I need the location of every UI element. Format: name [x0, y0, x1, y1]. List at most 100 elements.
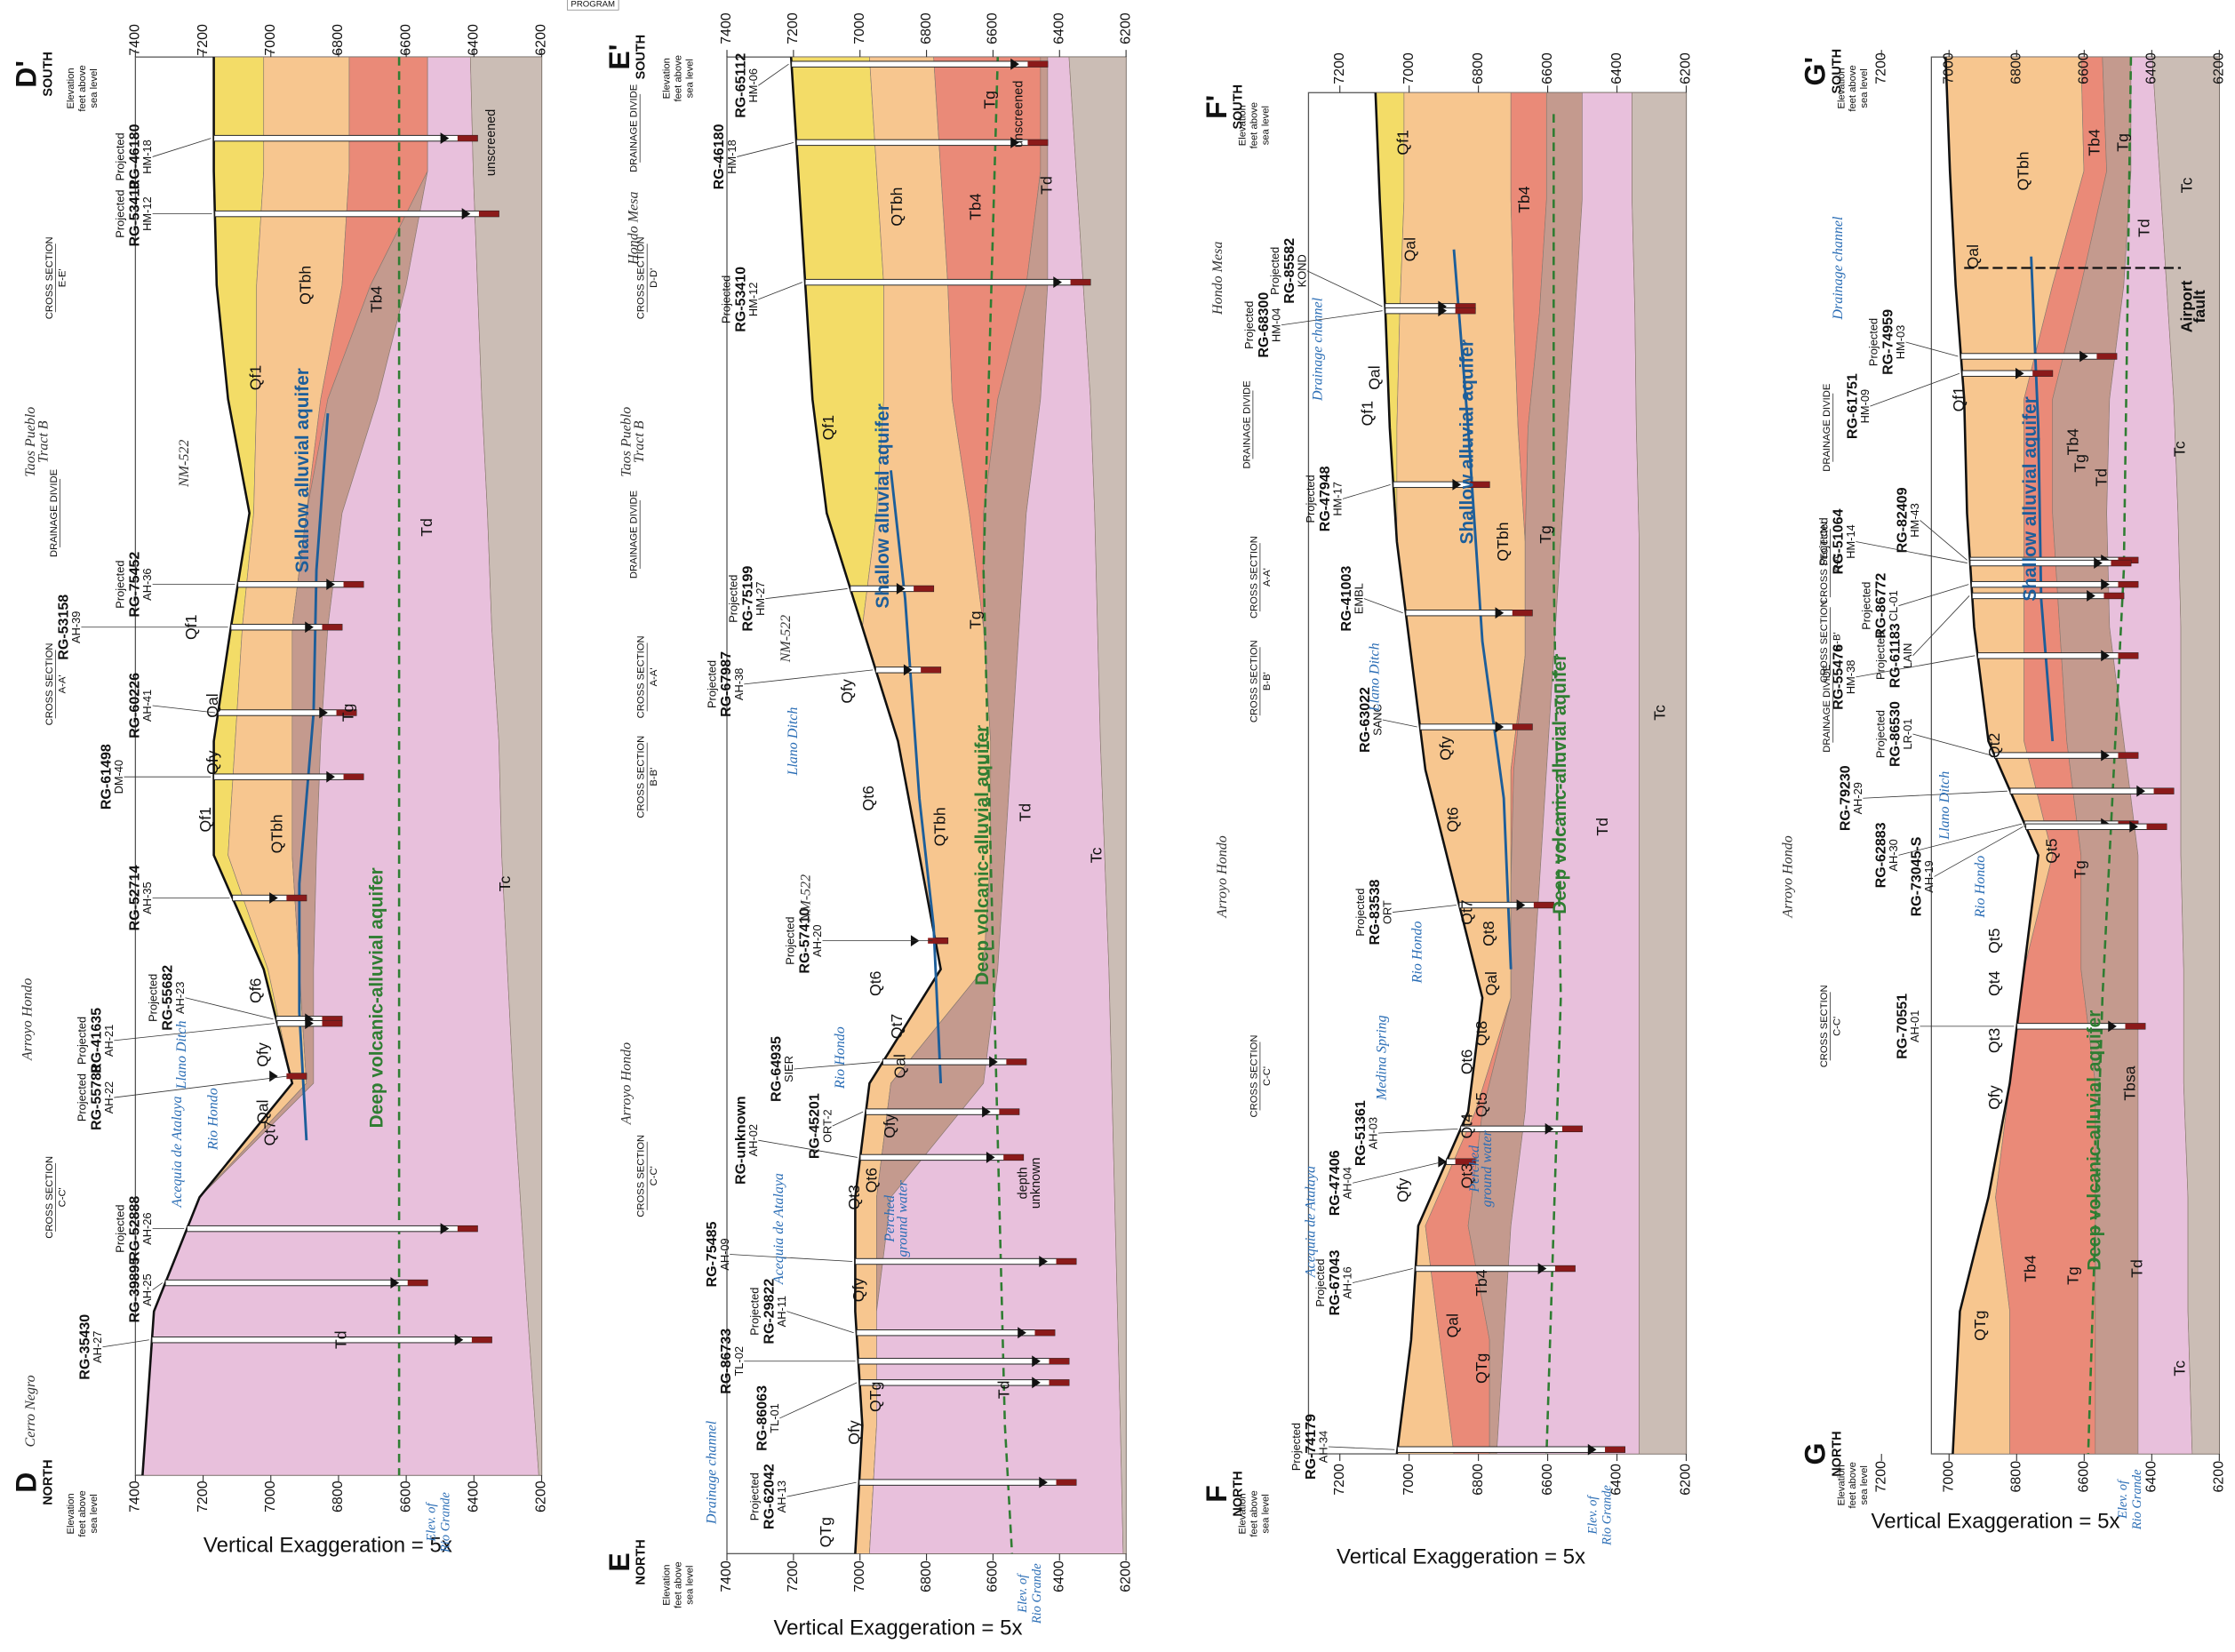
unit-label: Td [1593, 818, 1611, 836]
annotation: Rio Hondo [833, 1026, 848, 1089]
well-screen [1513, 724, 1532, 730]
tick-label: 7200 [1331, 1464, 1347, 1496]
tick-label: 6800 [330, 24, 346, 56]
tick-label: 6400 [2143, 1461, 2159, 1493]
well-screen [1003, 1154, 1023, 1160]
annotation: C-C' [649, 1166, 659, 1185]
annotation: CROSS SECTION [636, 736, 647, 818]
well-code: AH-04 [1341, 1167, 1354, 1199]
annotation: Cerro Negro [23, 1375, 38, 1447]
axis-title: sea level [684, 59, 695, 98]
unit-label: Qal [1365, 365, 1383, 389]
section-letter: G' [1800, 57, 1832, 86]
annotation: Acequia de Atalaya [170, 1096, 185, 1208]
well-code: AH-09 [718, 1238, 731, 1270]
unit-label: Tb4 [2085, 129, 2103, 156]
well-code: AH-35 [140, 882, 154, 914]
unit-label: Qf1 [1358, 401, 1376, 426]
annotation: B-B' [1832, 632, 1842, 650]
well-code: AH-22 [102, 1081, 116, 1113]
tick-label: 6200 [1678, 52, 1694, 84]
unit-label: Tg [1537, 525, 1554, 544]
annotation: Tract B [36, 420, 51, 463]
well-code: TL-02 [732, 1346, 746, 1377]
well-screen [1605, 1447, 1624, 1452]
annotation: unscreened [484, 109, 499, 176]
well-casing [165, 1280, 427, 1285]
unit-label: Tb4 [368, 285, 386, 313]
tick-label: 6200 [2211, 52, 2227, 84]
annotation: CROSS SECTION [44, 642, 55, 725]
well-code: AH-19 [1922, 860, 1936, 892]
annotation: Hondo Mesa [1210, 242, 1225, 315]
unit-label: Qfy [881, 1113, 898, 1138]
well-code: AH-11 [775, 1296, 788, 1327]
well-screen [322, 625, 341, 630]
well-screen [1513, 611, 1532, 616]
axis-title: sea level [1859, 1465, 1870, 1504]
annotation: Llano Ditch [786, 707, 801, 777]
tick-label: 6400 [2143, 52, 2159, 84]
section-direction: SOUTH [41, 52, 55, 96]
tick-label: 6200 [1678, 1464, 1694, 1496]
well-screen [2125, 1024, 2144, 1029]
unit-label: Qt6 [1444, 807, 1462, 833]
unit-label: Qfy [838, 679, 856, 704]
unit-label: Tg [2071, 454, 2088, 473]
tick-label: 6600 [397, 1480, 413, 1512]
annotation: Deep volcanic-alluvial aquifer [2084, 1010, 2104, 1271]
unit-label: Qt7 [1458, 899, 1476, 924]
tick-label: 6600 [985, 12, 1001, 44]
well-screen [408, 1280, 427, 1285]
well-casing [2010, 788, 2174, 794]
annotation: E-E' [58, 268, 68, 287]
annotation: ground water [1480, 1129, 1495, 1207]
unit-label: Qf6 [246, 978, 264, 1003]
tick-label: 6400 [466, 24, 482, 56]
rio-grande-label: Rio Grande [1030, 1563, 1044, 1624]
tick-label: 6200 [533, 1480, 549, 1512]
unit-label: Qt3 [845, 1185, 863, 1210]
well-casing [860, 1154, 1024, 1160]
unit-label: Qfy [1437, 736, 1455, 761]
annotation: unknown [1029, 1157, 1043, 1209]
axis-title: feet above [1249, 1490, 1259, 1536]
well-code: AH-02 [746, 1124, 760, 1156]
unit-label: Qfy [204, 750, 221, 775]
tick-label: 7000 [1401, 52, 1417, 84]
tick-label: 6800 [918, 1560, 934, 1592]
well-screen [2118, 653, 2137, 658]
well-note: Projected [705, 660, 718, 708]
unit-label: Td [994, 1381, 1012, 1400]
unit-label: QTbh [888, 188, 906, 227]
well-note: Projected [747, 1472, 761, 1520]
section-letter: G [1800, 1443, 1832, 1465]
axis-title: feet above [77, 65, 88, 111]
well-code: AH-41 [140, 690, 154, 722]
annotation: A-A' [1832, 554, 1842, 572]
rio-grande-label: Elev. of [1016, 1573, 1030, 1614]
section-direction: NORTH [41, 1459, 55, 1504]
unit-label: Td [2092, 468, 2110, 487]
cross-sections: PROGRAM 74007400720072007000700068006800… [0, 0, 2235, 1652]
rio-grande-label: Elev. of [1586, 1495, 1600, 1536]
tick-label: 7200 [1872, 1461, 1888, 1493]
annotation: Acequia de Atalaya [1303, 1166, 1318, 1278]
axis-title: sea level [684, 1565, 695, 1604]
tick-label: 6800 [918, 12, 934, 44]
unit-label: Qt7 [888, 1014, 906, 1039]
well-note: Projected [784, 917, 797, 965]
unit-label: QTbh [2014, 151, 2031, 190]
tick-label: 6800 [330, 1480, 346, 1512]
axis-title: Elevation [1836, 68, 1847, 108]
well-screen [344, 774, 363, 779]
annotation: B-B' [649, 768, 659, 786]
unit-label: Qt5 [2042, 838, 2060, 864]
tick-label: 7000 [262, 24, 278, 56]
program-tag: PROGRAM [571, 0, 615, 9]
well-note: Projected [75, 1017, 88, 1065]
axis-title: Elevation [1836, 1464, 1847, 1505]
unit-label: Qfy [253, 1042, 271, 1067]
unit-label: Qt8 [1473, 1020, 1490, 1046]
well-code: HM-14 [1844, 524, 1857, 559]
